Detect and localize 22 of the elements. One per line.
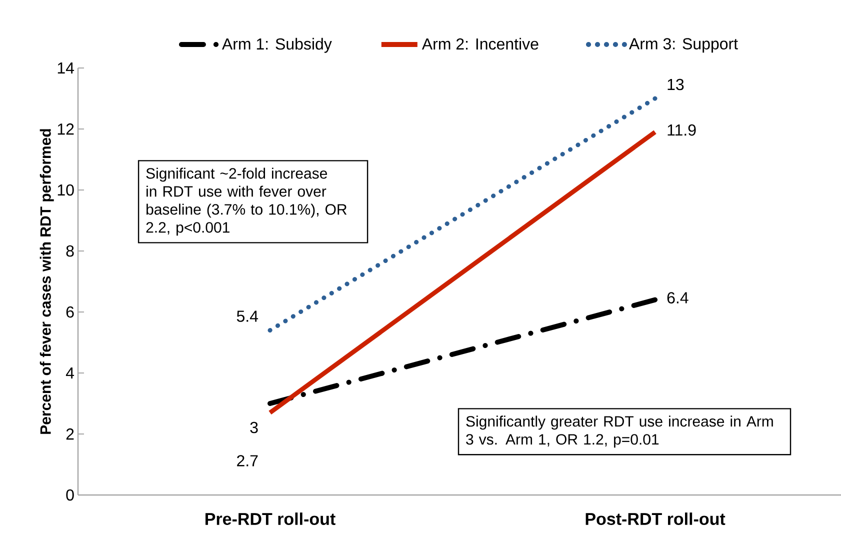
y-tick-label: 14 (58, 62, 74, 74)
legend-label: Arm 1: Subsidy (222, 38, 332, 53)
annotation: Significant ~2-fold increase in RDT use with fever over baseline (3.7% to 10.1%), OR 2.2, p<0.001 (146, 168, 347, 236)
y-tick-label: 2 (66, 428, 74, 440)
data-label: 11.9 (668, 124, 696, 136)
data-label: 13 (668, 78, 684, 90)
y-tick-label: 8 (66, 245, 74, 257)
annotation: Significantly greater RDT use increase in Arm 3 vs. Arm 1, OR 1.2, p=0.01 (466, 416, 773, 448)
y-tick-label: 0 (66, 489, 74, 501)
legend-label: Arm 3: Support (629, 38, 738, 53)
data-label: 2.7 (237, 455, 258, 466)
y-tick-label: 12 (58, 123, 74, 135)
x-tick-label: Post-RDT roll-out (586, 512, 726, 526)
legend-label: Arm 2: Incentive (422, 38, 538, 50)
x-tick-label: Pre-RDT roll-out (206, 512, 336, 526)
data-label: 3 (250, 422, 258, 434)
y-tick-label: 6 (66, 306, 74, 318)
data-label: 5.4 (236, 310, 258, 322)
data-label: 6.4 (667, 292, 688, 304)
y-tick-label: 10 (58, 184, 74, 196)
y-tick-label: 4 (66, 367, 74, 379)
y-axis-title: Percent of fever cases with RDT performed (40, 129, 54, 434)
